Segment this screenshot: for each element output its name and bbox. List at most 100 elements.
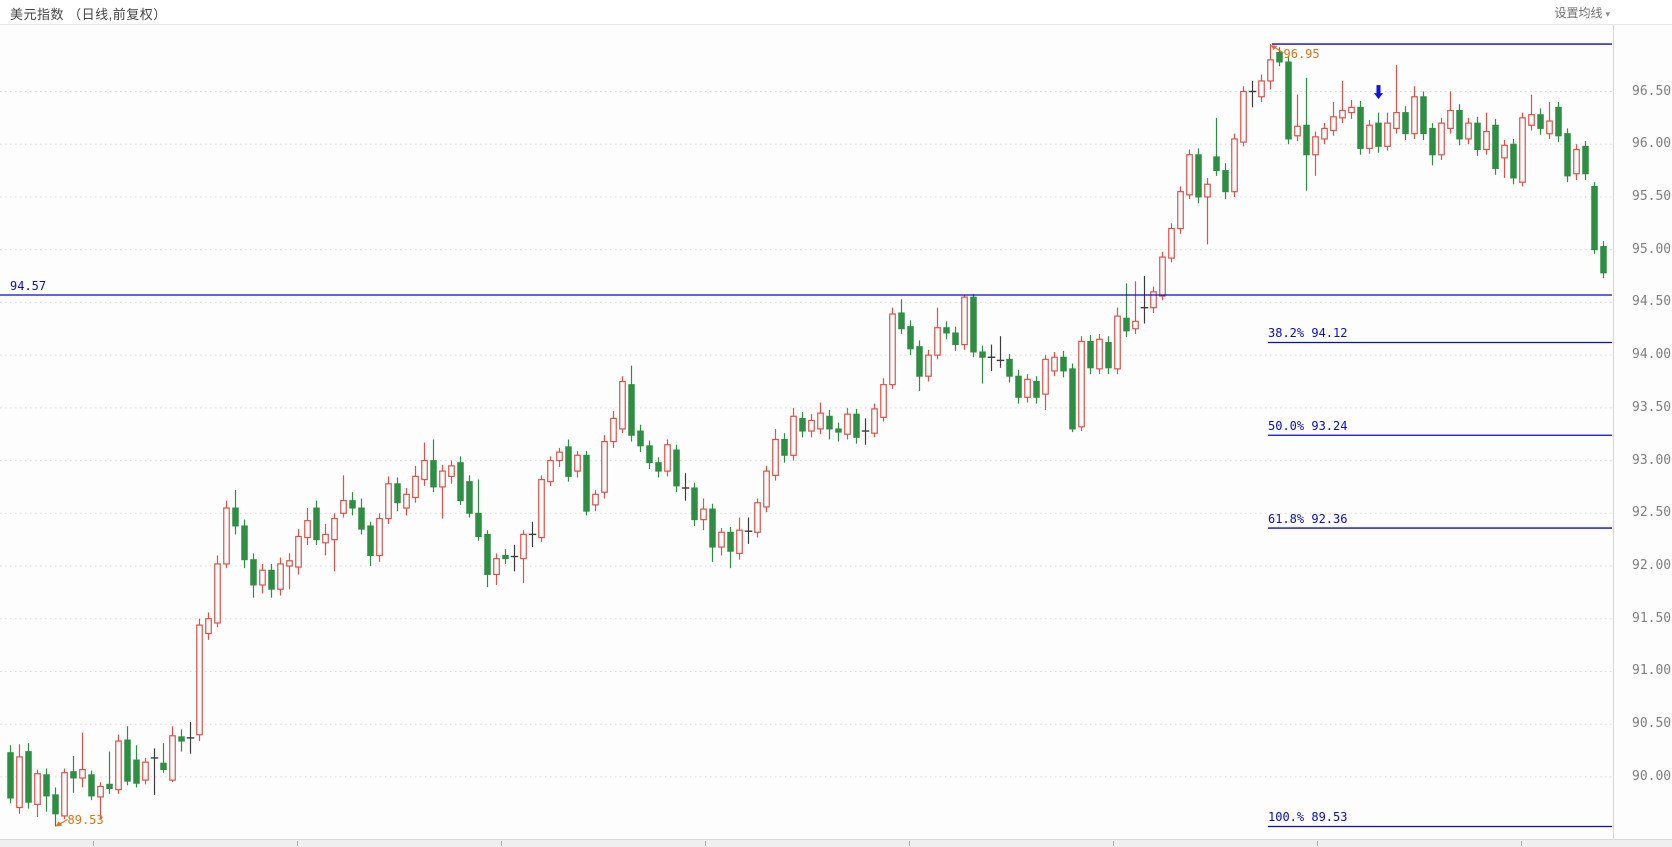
- candle-up: [763, 470, 770, 508]
- candle-down: [637, 430, 644, 447]
- y-axis-tick: 93.00: [1632, 452, 1672, 468]
- candle-up: [340, 500, 347, 514]
- candle-up: [1528, 114, 1535, 126]
- candle-up: [79, 768, 86, 779]
- price-line-label: 94.57: [10, 279, 47, 294]
- candle-down: [1402, 112, 1409, 135]
- candle-down: [160, 762, 167, 771]
- candle-up: [97, 785, 104, 798]
- candle-up: [1483, 130, 1490, 151]
- candle-down: [25, 751, 32, 803]
- candle-up: [331, 517, 338, 541]
- candle-down: [1591, 185, 1598, 251]
- x-axis-tick: [297, 841, 298, 846]
- y-axis-tick: 93.50: [1632, 399, 1672, 415]
- candle-down: [430, 460, 437, 488]
- candle-down: [457, 462, 464, 502]
- candle-up: [1258, 80, 1265, 98]
- candle-down: [1006, 358, 1013, 377]
- candle-up: [214, 563, 221, 624]
- candle-down: [1474, 122, 1481, 150]
- candle-down: [232, 507, 239, 527]
- candle-up: [538, 478, 545, 539]
- candle-down: [1375, 122, 1382, 147]
- fib-label: 100.% 89.53: [1268, 810, 1348, 825]
- x-axis-tick: [1317, 841, 1318, 846]
- candle-down: [835, 428, 842, 433]
- candle-down: [7, 752, 14, 799]
- candle-down: [466, 481, 473, 514]
- candle-down: [1213, 156, 1220, 172]
- candle-down: [646, 445, 653, 464]
- candle-down: [1105, 341, 1112, 369]
- candle-up: [925, 354, 932, 377]
- candle-up: [1159, 256, 1166, 297]
- x-axis-tick: [93, 841, 94, 846]
- fib-label: 50.0% 93.24: [1268, 419, 1348, 434]
- y-axis-tick: 94.00: [1632, 347, 1672, 363]
- candle-up: [115, 740, 122, 791]
- y-axis-tick: 96.50: [1632, 83, 1672, 99]
- candle-down: [691, 487, 698, 521]
- candle-up: [601, 440, 608, 493]
- candle-up: [961, 296, 968, 346]
- candle-up: [1204, 183, 1211, 198]
- candle-down: [1420, 96, 1427, 135]
- candle-up: [1294, 125, 1301, 137]
- candle-down: [565, 446, 572, 477]
- candle-up: [1177, 191, 1184, 230]
- x-axis-strip[interactable]: [0, 839, 1672, 847]
- candle-down: [475, 512, 482, 537]
- candle-up: [1051, 356, 1058, 372]
- candle-up: [1573, 148, 1580, 175]
- candle-up: [1519, 117, 1526, 183]
- candle-up: [1447, 109, 1454, 130]
- annotation-arrowhead: [1270, 45, 1278, 51]
- candle-down: [853, 413, 860, 438]
- candle-down: [1033, 380, 1040, 398]
- candle-up: [385, 483, 392, 520]
- candle-up: [295, 535, 302, 568]
- candle-up: [790, 415, 797, 456]
- ma-settings-button[interactable]: 设置均线 ▾: [1554, 4, 1610, 21]
- candle-down: [1285, 61, 1292, 140]
- annotation-arrowhead: [55, 821, 63, 827]
- y-axis-tick: 90.50: [1632, 716, 1672, 732]
- candle-up: [736, 529, 743, 554]
- fib-label: 61.8% 92.36: [1268, 512, 1348, 527]
- candle-up: [1366, 124, 1373, 150]
- candle-up: [610, 417, 617, 443]
- candle-down: [1537, 114, 1544, 129]
- candle-up: [1411, 96, 1418, 135]
- candle-up: [520, 533, 527, 560]
- candle-up: [1150, 291, 1157, 309]
- candle-up: [493, 558, 500, 576]
- candle-up: [1348, 106, 1355, 114]
- candle-up: [1546, 120, 1553, 135]
- x-axis-tick: [1521, 841, 1522, 846]
- candle-down: [1429, 127, 1436, 156]
- candle-down: [709, 508, 716, 548]
- candle-down: [70, 771, 77, 779]
- candle-up: [934, 327, 941, 356]
- candle-down: [1564, 133, 1571, 177]
- y-axis-tick: 92.50: [1632, 505, 1672, 521]
- candle-up: [1393, 111, 1400, 130]
- candle-up: [142, 761, 149, 781]
- candle-down: [799, 417, 806, 432]
- y-axis[interactable]: 96.50 96.00 95.50 95.00 94.50 94.00 93.50 93.00…: [1624, 0, 1672, 847]
- candle-up: [439, 470, 446, 488]
- candle-down: [124, 739, 131, 782]
- candle-down: [106, 783, 113, 790]
- candle-up: [376, 517, 383, 557]
- candle-up: [664, 444, 671, 472]
- candle-down: [1087, 340, 1094, 369]
- candle-up: [1330, 116, 1337, 132]
- candle-up: [1042, 358, 1049, 395]
- candle-down: [1276, 51, 1283, 63]
- candle-up: [1312, 136, 1319, 156]
- y-axis-tick: 91.00: [1632, 663, 1672, 679]
- candle-down: [943, 327, 950, 334]
